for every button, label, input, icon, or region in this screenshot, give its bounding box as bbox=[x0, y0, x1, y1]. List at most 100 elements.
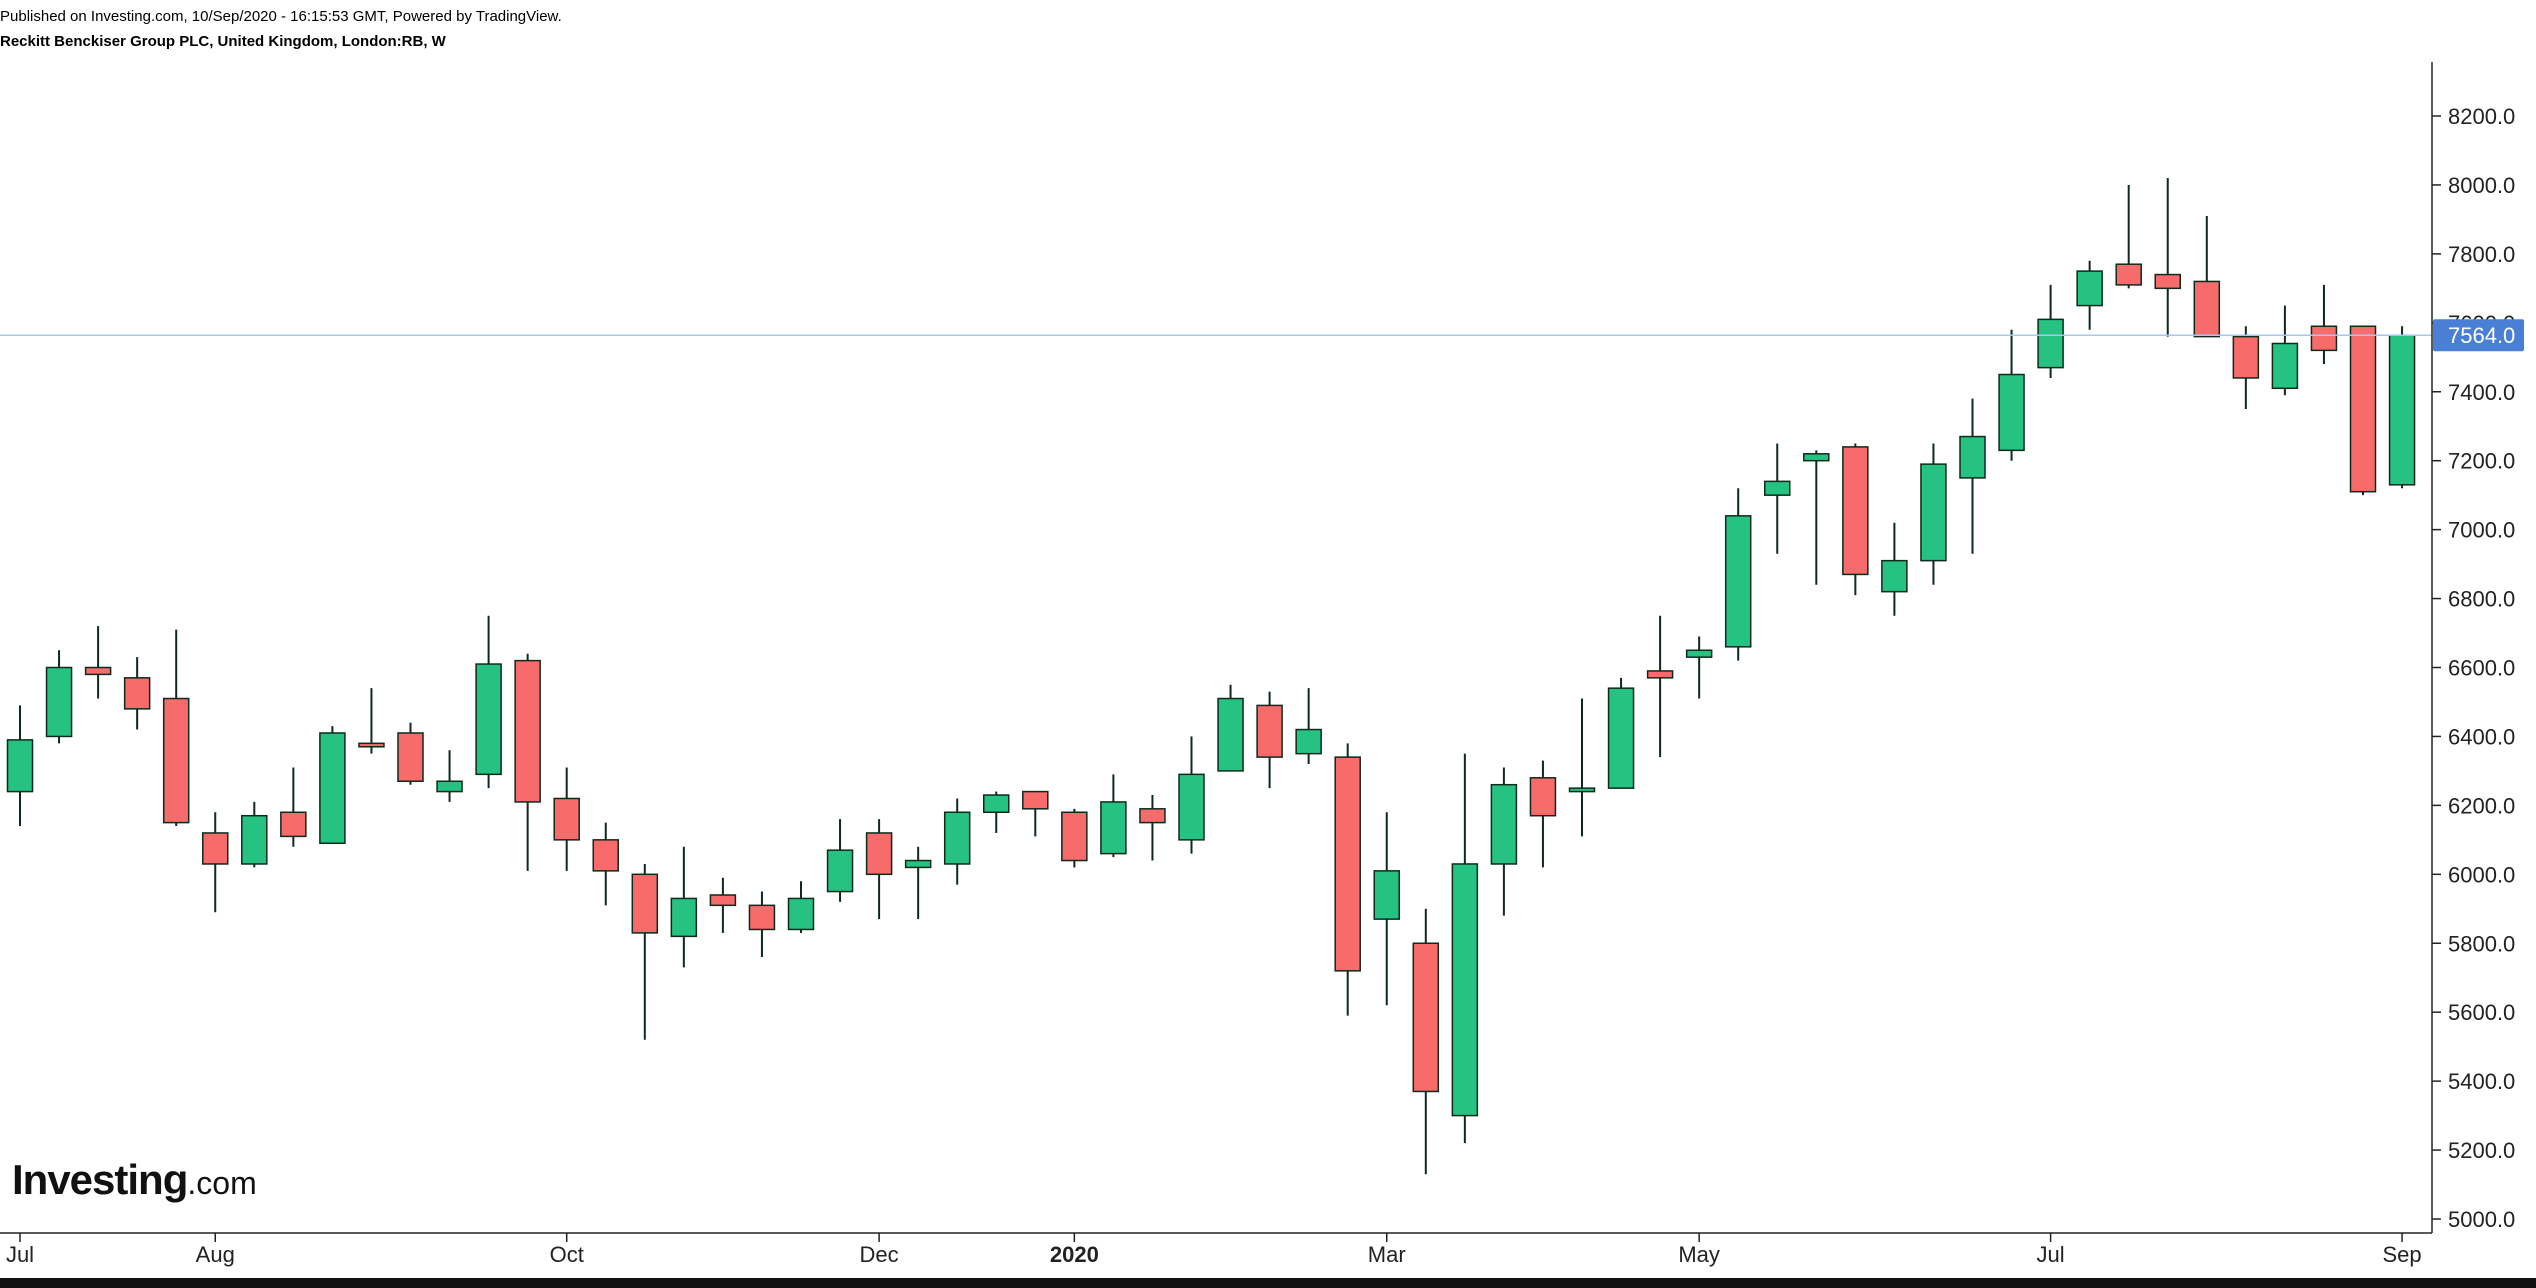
y-tick-label: 5600.0 bbox=[2448, 1000, 2515, 1025]
x-tick-label: 2020 bbox=[1050, 1242, 1099, 1267]
candles-layer bbox=[6, 178, 2416, 1175]
x-tick-label: Jul bbox=[2037, 1242, 2065, 1267]
candle-body-down bbox=[162, 697, 190, 824]
candle-body-down bbox=[2193, 280, 2221, 338]
candle bbox=[1178, 736, 1205, 854]
candle-body-up bbox=[2388, 334, 2416, 486]
candle bbox=[2037, 284, 2064, 378]
candle bbox=[280, 767, 307, 847]
candle-body-down bbox=[202, 832, 229, 865]
candle bbox=[1139, 795, 1166, 861]
candle-body-down bbox=[1529, 777, 1557, 817]
last-price-tag: 7564.0 bbox=[2433, 319, 2524, 352]
candle bbox=[514, 653, 541, 871]
candle bbox=[983, 791, 1010, 833]
candle bbox=[2349, 325, 2377, 496]
candle-body-down bbox=[1256, 704, 1283, 758]
candle-body-down bbox=[2349, 325, 2377, 493]
candle-body-up bbox=[2037, 318, 2064, 369]
last-price-label: 7564.0 bbox=[2448, 323, 2515, 348]
y-tick-label: 7800.0 bbox=[2448, 242, 2515, 267]
candle-body-up bbox=[1920, 463, 1947, 562]
candle-body-up bbox=[1998, 373, 2025, 452]
candle-body-up bbox=[436, 780, 463, 793]
candle-body-down bbox=[1022, 790, 1049, 810]
candle-body-up bbox=[1685, 649, 1713, 658]
y-tick-label: 5000.0 bbox=[2448, 1207, 2515, 1232]
y-axis-ticks: 5000.0 5200.0 5400.0 5600.0 5800.0 6000.0 6200… bbox=[2432, 104, 2515, 1232]
candle-body-down bbox=[592, 839, 619, 872]
candle bbox=[45, 650, 73, 744]
candle bbox=[1490, 767, 1518, 916]
candle-body-down bbox=[2154, 273, 2181, 290]
x-tick-label: Aug bbox=[196, 1242, 235, 1267]
candle bbox=[2310, 284, 2338, 365]
candle-body-up bbox=[826, 849, 854, 893]
candle bbox=[1061, 808, 1088, 868]
candle bbox=[1842, 443, 1869, 596]
candle-body-up bbox=[2271, 342, 2299, 390]
candle-body-up bbox=[904, 859, 932, 869]
candle bbox=[1607, 677, 1635, 789]
candle-body-down bbox=[1334, 756, 1361, 972]
candle bbox=[1373, 812, 1400, 1006]
candle bbox=[631, 863, 659, 1040]
candle bbox=[2193, 215, 2221, 338]
candle bbox=[865, 819, 893, 920]
candle bbox=[123, 657, 151, 730]
x-tick-label: Mar bbox=[1368, 1242, 1406, 1267]
candle bbox=[1959, 398, 1986, 554]
candle-body-up bbox=[319, 732, 346, 845]
candle-body-down bbox=[514, 659, 541, 803]
logo-tld: .com bbox=[187, 1165, 257, 1201]
y-tick-label: 5200.0 bbox=[2448, 1138, 2515, 1163]
candle-body-up bbox=[2076, 270, 2103, 307]
candle-body-up bbox=[1490, 783, 1518, 865]
candle bbox=[1217, 684, 1244, 772]
candle bbox=[1412, 908, 1440, 1175]
y-tick-label: 6400.0 bbox=[2448, 724, 2515, 749]
candle-body-up bbox=[1100, 801, 1127, 855]
candle-body-down bbox=[358, 742, 385, 748]
candle bbox=[826, 819, 854, 902]
candle-body-down bbox=[709, 894, 737, 907]
candle bbox=[1334, 743, 1361, 1016]
y-tick-label: 6200.0 bbox=[2448, 793, 2515, 818]
candle bbox=[2076, 260, 2103, 330]
candle bbox=[84, 626, 112, 699]
candle-body-up bbox=[1959, 435, 1986, 479]
candle-body-down bbox=[123, 677, 151, 710]
y-tick-label: 8000.0 bbox=[2448, 173, 2515, 198]
x-axis-ticks: Jul Aug Oct Dec 2020 Mar May Jul Sep bbox=[6, 1233, 2422, 1267]
candle bbox=[1685, 636, 1713, 699]
candle-body-down bbox=[2232, 335, 2260, 379]
x-tick-label: Dec bbox=[860, 1242, 899, 1267]
candle-body-down bbox=[1842, 446, 1869, 576]
candle bbox=[1295, 688, 1322, 765]
x-tick-label: Jul bbox=[6, 1242, 34, 1267]
candle-body-down bbox=[865, 832, 893, 876]
y-tick-label: 5400.0 bbox=[2448, 1069, 2515, 1094]
candle-body-up bbox=[1451, 863, 1479, 1117]
candle-body-up bbox=[1881, 559, 1908, 593]
symbol-title: Reckitt Benckiser Group PLC, United King… bbox=[0, 33, 446, 50]
candle-body-up bbox=[6, 739, 34, 793]
candle-body-up bbox=[670, 897, 698, 938]
candle-body-up bbox=[1373, 870, 1400, 920]
candle bbox=[475, 615, 502, 789]
y-tick-label: 5800.0 bbox=[2448, 931, 2515, 956]
candle bbox=[162, 629, 190, 827]
candle bbox=[1529, 760, 1557, 868]
candle bbox=[1100, 774, 1127, 858]
candle-body-up bbox=[1295, 728, 1322, 755]
y-tick-label: 7400.0 bbox=[2448, 380, 2515, 405]
bottom-bar bbox=[0, 1278, 2536, 1288]
x-tick-label: Oct bbox=[550, 1242, 584, 1267]
candle-body-down bbox=[1139, 808, 1166, 824]
candle-body-up bbox=[1568, 787, 1596, 793]
candle bbox=[553, 767, 580, 871]
candle-body-up bbox=[1764, 480, 1791, 496]
candle bbox=[943, 798, 971, 885]
candle bbox=[2232, 326, 2260, 409]
